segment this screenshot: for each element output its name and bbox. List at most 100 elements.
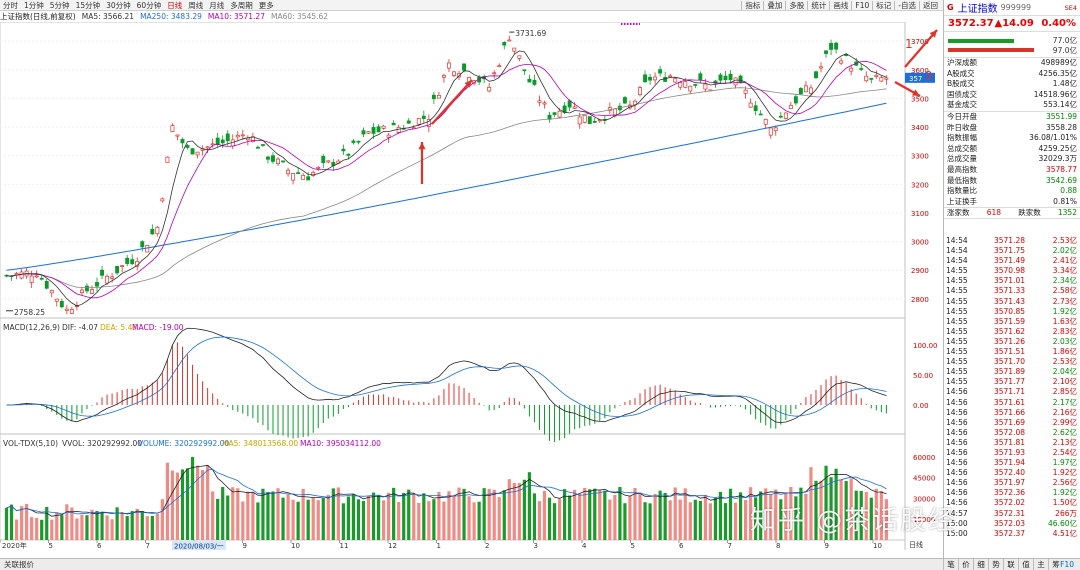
tick-row[interactable]: 14:56 3572.40 1.92亿	[943, 468, 1080, 478]
tick-row[interactable]: 14:57 3572.31 266万	[943, 509, 1080, 519]
timeframe-tab[interactable]: 多周期	[230, 1, 253, 10]
timeframe-tab[interactable]: 日线	[167, 1, 183, 10]
candle-body	[240, 134, 245, 137]
tick-row[interactable]: 14:55 3571.51 1.86亿	[943, 347, 1080, 357]
toolbar-button[interactable]: 返回	[919, 1, 941, 10]
tick-row[interactable]: 14:56 3571.66 2.16亿	[943, 408, 1080, 418]
timeframe-tab[interactable]: 周线	[188, 1, 204, 10]
tick-row[interactable]: 14:56 3571.61 2.17亿	[943, 398, 1080, 408]
candle-body	[587, 116, 592, 125]
tick-row[interactable]: 14:55 3571.62 2.83亿	[943, 327, 1080, 337]
vol-title: VOL-TDX(5,10)	[3, 439, 58, 448]
timeframe-tab[interactable]: 1分钟	[24, 1, 44, 10]
tick-price: 3572.36	[993, 488, 1025, 498]
volume-bar	[4, 507, 9, 540]
tick-row[interactable]: 14:56 3572.08 2.62亿	[943, 428, 1080, 438]
tick-row[interactable]: 14:56 3571.97 2.56亿	[943, 478, 1080, 488]
timeframe-tab[interactable]: 更多	[258, 1, 274, 10]
candle-body	[763, 119, 768, 125]
tick-row[interactable]: 14:56 3571.93 2.54亿	[943, 448, 1080, 458]
right-tab[interactable]: 值	[1018, 558, 1033, 570]
tick-row[interactable]: 14:55 3571.43 2.73亿	[943, 297, 1080, 307]
timeframe-tab[interactable]: 30分钟	[106, 1, 131, 10]
f10-button[interactable]: F10	[1060, 560, 1074, 569]
tick-row[interactable]: 14:56 3572.02 1.50亿	[943, 498, 1080, 508]
candle-body	[351, 140, 356, 143]
right-tab[interactable]: 势	[988, 558, 1003, 570]
tick-row[interactable]: 14:55 3571.70 2.53亿	[943, 357, 1080, 367]
volume-bar	[286, 494, 290, 540]
tick-row[interactable]: 14:55 3571.89 2.04亿	[943, 367, 1080, 377]
volume-bar	[125, 516, 129, 540]
right-tab[interactable]: 筹	[1048, 558, 1063, 570]
quote-row: 昨日收盘 3558.28	[944, 123, 1080, 134]
tick-time: 14:56	[946, 397, 968, 407]
volume-bar	[397, 501, 401, 540]
tick-row[interactable]: 14:55 3571.59 1.63亿	[943, 317, 1080, 327]
toolbar-button[interactable]: 画线	[829, 1, 851, 10]
tick-time: 14:56	[946, 437, 968, 447]
right-tab[interactable]: 笔	[943, 558, 958, 570]
candle-body	[170, 125, 175, 132]
tick-row[interactable]: 14:55 3571.26 2.03亿	[943, 337, 1080, 347]
volume-bar	[497, 497, 501, 540]
volume-bar	[185, 468, 190, 540]
timeframe-tab[interactable]: 分时	[3, 1, 18, 10]
tick-list[interactable]: 14:54 3571.28 2.53亿 14:54 3571.75 2.02亿 14:54 3…	[943, 236, 1080, 539]
toolbar-button[interactable]: -自选	[894, 1, 919, 10]
x-axis-label: 3	[534, 542, 538, 550]
volume-bar	[688, 502, 692, 540]
tick-row[interactable]: 15:00 3572.37 4.51亿	[943, 529, 1080, 539]
tick-row[interactable]: 14:54 3571.49 2.41亿	[943, 256, 1080, 266]
toolbar-button[interactable]: 指标	[741, 1, 763, 10]
market-tag: SE4	[1064, 3, 1077, 12]
volume-bar	[849, 478, 853, 540]
right-tab[interactable]: 价	[958, 558, 973, 570]
right-tab[interactable]: 细	[973, 558, 988, 570]
timeframe-tab[interactable]: 15分钟	[75, 1, 101, 10]
toolbar-button[interactable]: 多股	[785, 1, 807, 10]
tick-row[interactable]: 14:56 3571.69 2.99亿	[943, 418, 1080, 428]
tick-row[interactable]: 14:56 3571.94 1.97亿	[943, 458, 1080, 468]
timeframe-tab[interactable]: 月线	[209, 1, 225, 10]
candle-body	[663, 77, 668, 82]
tick-volume: 2.83亿	[1052, 326, 1077, 336]
toolbar-button[interactable]: 统计	[807, 1, 829, 10]
tick-row[interactable]: 15:00 3572.03 46.60亿	[943, 519, 1080, 529]
bottom-tab: 管理	[62, 549, 76, 550]
tick-row[interactable]: 14:56 3572.36 1.92亿	[943, 488, 1080, 498]
toolbar-button[interactable]: 叠加	[763, 1, 785, 10]
candle-body	[431, 94, 436, 100]
tick-row[interactable]: 14:55 3570.85 1.92亿	[943, 307, 1080, 317]
candle-body	[537, 100, 542, 103]
tick-row[interactable]: 14:55 3570.98 3.34亿	[943, 266, 1080, 276]
toolbar-button[interactable]: F10	[851, 1, 872, 10]
tick-row[interactable]: 14:55 3571.77 2.10亿	[943, 377, 1080, 387]
quote-key: B股成交	[947, 79, 975, 89]
tick-row[interactable]: 14:55 3571.01 2.34亿	[943, 276, 1080, 286]
toolbar-button[interactable]: 标记	[872, 1, 894, 10]
right-tab[interactable]: 主	[1033, 558, 1048, 570]
right-tab[interactable]: 联	[1003, 558, 1018, 570]
tick-row[interactable]: 14:56 3571.81 2.13亿	[943, 438, 1080, 448]
x-axis-label: 12	[388, 542, 397, 550]
macd-axis-label: 50.00	[913, 372, 933, 380]
x-axis-label: 7	[728, 542, 732, 550]
chart-area[interactable]: 3700 3600 3500 3400 3300 3200 3100 3000 2900 2800…	[0, 21, 943, 558]
timeframe-tab[interactable]: 5分钟	[49, 1, 70, 10]
tick-row[interactable]: 14:54 3571.75 2.02亿	[943, 246, 1080, 256]
candle-body	[874, 74, 879, 77]
timeframe-tab[interactable]: 60分钟	[136, 1, 162, 10]
volume-bar	[618, 487, 622, 540]
tick-volume: 2.16亿	[1052, 407, 1077, 417]
tick-row[interactable]: 14:55 3571.33 2.58亿	[943, 286, 1080, 296]
toolbar-buttons: 指标 叠加 多股 统计 画线 F10 标记 -自选 返回	[741, 1, 941, 10]
volume-bar	[145, 516, 149, 540]
price-line: 3572.37 ▲14.09 0.40%	[944, 16, 1080, 32]
candle-body	[386, 134, 391, 138]
tick-row[interactable]: 14:56 3571.71 2.85亿	[943, 387, 1080, 397]
candle-body	[693, 84, 698, 86]
candle-body	[296, 172, 301, 174]
tick-row[interactable]: 14:54 3571.28 2.53亿	[943, 236, 1080, 246]
kline-chart[interactable]: 3700 3600 3500 3400 3300 3200 3100 3000 2900 2800…	[0, 21, 943, 558]
